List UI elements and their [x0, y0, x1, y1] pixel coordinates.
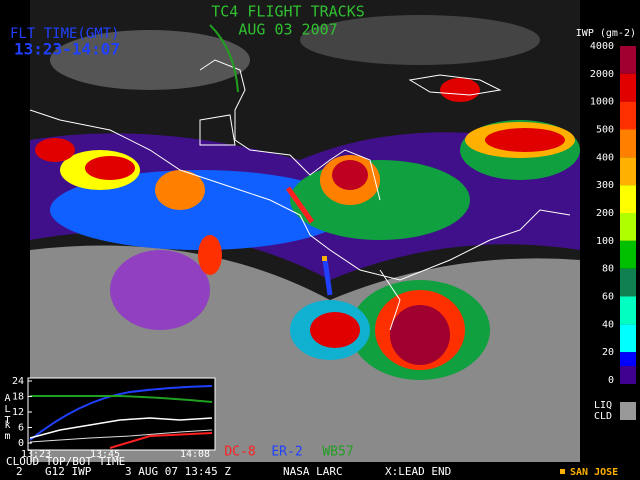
colorbar-swatch	[620, 101, 636, 130]
colorbar-swatch	[620, 268, 636, 297]
colorbar-title: IWP (gm-2)	[576, 28, 636, 39]
colorbar-label: 400	[596, 152, 614, 163]
inset-xtick-label: 13:23	[21, 449, 51, 460]
colorbar-swatch	[620, 46, 636, 74]
colorbar-label: 0	[608, 375, 614, 386]
colorbar-swatch	[620, 324, 636, 353]
footer-item: 2	[16, 465, 23, 478]
colorbar-swatch	[620, 73, 636, 102]
aircraft-label: ER-2	[271, 445, 302, 460]
inset-chart	[27, 377, 216, 451]
wb57-track	[209, 24, 239, 93]
title: TC4 FLIGHT TRACKS	[211, 3, 365, 21]
cld-label: CLD	[594, 411, 612, 422]
colorbar-label: 40	[602, 319, 614, 330]
inset-xtick-label: 13:45	[90, 449, 120, 460]
location-marker	[560, 469, 565, 474]
colorbar-label: 4000	[590, 41, 614, 52]
colorbar-label: 500	[596, 125, 614, 136]
colorbar-label: 60	[602, 292, 614, 303]
colorbar-swatch	[620, 185, 636, 213]
colorbar-swatch	[620, 129, 636, 158]
inset-ylabel-unit: km	[2, 420, 13, 442]
footer-item: NASA LARC	[283, 465, 343, 478]
footer: 2 G12 IWP 3 AUG 07 13:45 Z NASA LARC X:LEAD …	[16, 465, 451, 478]
inset-ylabel: ALT	[2, 393, 13, 426]
liq-label: LIQ	[594, 400, 612, 411]
colorbar-label: 2000	[590, 69, 614, 80]
colorbar-swatch	[620, 240, 636, 269]
liq-swatch	[620, 402, 636, 420]
colorbar-label: 80	[602, 264, 614, 275]
inset-xtick-label: 14:08	[180, 449, 210, 460]
time-range: 13:23-14:07	[14, 40, 120, 59]
colorbar-swatch	[620, 213, 636, 241]
colorbar-swatch	[620, 157, 636, 186]
colorbar-label: 300	[596, 180, 614, 191]
footer-item: 3 AUG 07 13:45 Z	[125, 465, 231, 478]
aircraft-legend: DC-8 ER-2 WB57	[224, 445, 353, 460]
inset-ytick-label: 12	[12, 407, 24, 418]
er2-track	[322, 259, 333, 296]
colorbar-label: 1000	[590, 97, 614, 108]
aircraft-label: WB57	[322, 445, 353, 460]
location-label: SAN JOSE	[570, 467, 618, 478]
coastlines	[29, 59, 571, 331]
colorbar-swatch	[620, 366, 636, 384]
san-jose-marker	[322, 256, 327, 261]
inset-caption: CLOUD TOP/BOT TIME	[6, 455, 125, 468]
inset-ytick-label: 24	[12, 376, 24, 387]
footer-item: X:LEAD END	[385, 465, 451, 478]
aircraft-label: DC-8	[224, 445, 255, 460]
time-label: FLT TIME(GMT)	[10, 26, 120, 42]
colorbar-label: 20	[602, 347, 614, 358]
colorbar-swatch	[620, 296, 636, 325]
footer-item: G12 IWP	[45, 465, 92, 478]
dc8-track	[285, 186, 315, 224]
satellite-imagery	[30, 0, 580, 462]
colorbar-label: 200	[596, 208, 614, 219]
inset-ytick-label: 18	[12, 392, 24, 403]
inset-ytick-label: 0	[18, 438, 24, 449]
inset-ytick-label: 6	[18, 423, 24, 434]
date: AUG 03 2007	[238, 21, 337, 39]
colorbar-label: 100	[596, 236, 614, 247]
